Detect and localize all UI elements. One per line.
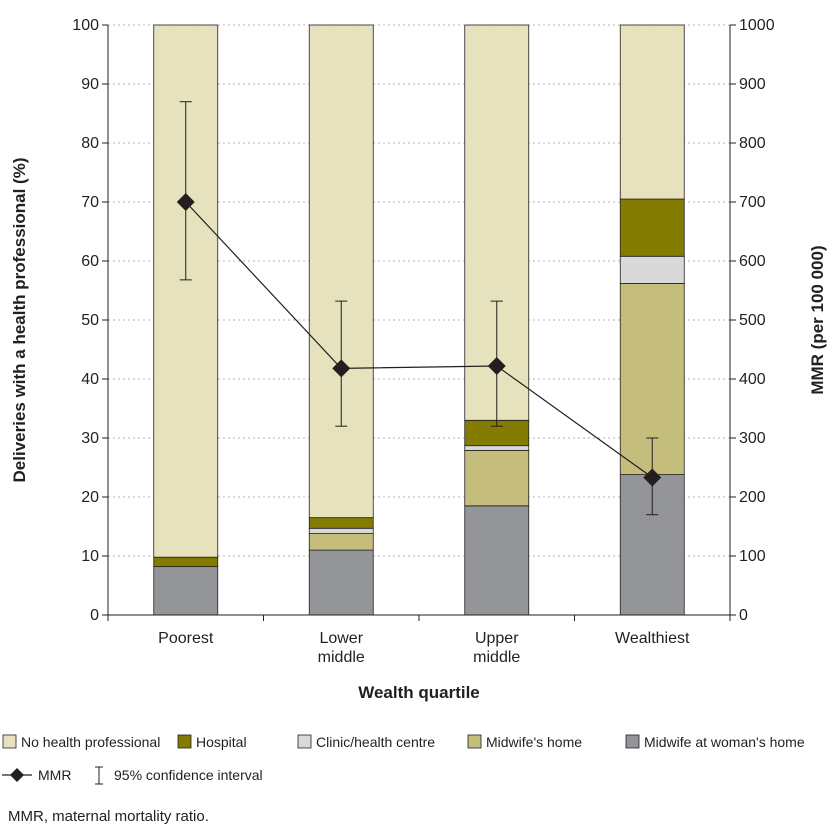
bar-segment bbox=[619, 198, 685, 257]
y2-tick-label: 100 bbox=[739, 548, 766, 565]
bar-segment bbox=[308, 533, 374, 551]
bar-segment bbox=[308, 549, 374, 616]
y2-tick-label: 600 bbox=[739, 253, 766, 270]
mmr-point bbox=[487, 357, 506, 376]
bar-segment bbox=[619, 255, 685, 284]
legend-ci-label: 95% confidence interval bbox=[114, 767, 263, 783]
legend-swatch bbox=[177, 734, 192, 749]
bar-segment bbox=[308, 527, 374, 534]
bar-segment bbox=[153, 556, 219, 568]
y-axis-title: Deliveries with a health professional (%… bbox=[10, 158, 29, 483]
x-tick-label: Lower middle bbox=[318, 630, 365, 666]
y-tick-label: 60 bbox=[81, 253, 99, 270]
y-tick-label: 0 bbox=[90, 607, 99, 624]
y-tick-label: 70 bbox=[81, 194, 99, 211]
y-tick-label: 10 bbox=[81, 548, 99, 565]
y-tick-label: 90 bbox=[81, 76, 99, 93]
legend-label: Clinic/health centre bbox=[316, 734, 435, 750]
mmr-point bbox=[643, 468, 662, 487]
y-tick-label: 100 bbox=[72, 17, 99, 34]
y2-tick-label: 200 bbox=[739, 489, 766, 506]
y-tick-label: 40 bbox=[81, 371, 99, 388]
y2-tick-label: 700 bbox=[739, 194, 766, 211]
y2-tick-label: 900 bbox=[739, 76, 766, 93]
y-tick-label: 80 bbox=[81, 135, 99, 152]
y-tick-label: 20 bbox=[81, 489, 99, 506]
x-axis-title: Wealth quartile bbox=[358, 683, 480, 702]
legend-swatch bbox=[2, 734, 17, 749]
y2-tick-label: 0 bbox=[739, 607, 748, 624]
bar-segment bbox=[153, 566, 219, 616]
legend-swatch bbox=[467, 734, 482, 749]
chart: 0102030405060708090100010020030040050060… bbox=[2, 17, 827, 785]
legend-label: No health professional bbox=[21, 734, 160, 750]
mmr-line-path bbox=[185, 201, 653, 479]
y2-tick-label: 300 bbox=[739, 430, 766, 447]
bars bbox=[153, 24, 685, 616]
legend-label: Hospital bbox=[196, 734, 247, 750]
axes: 0102030405060708090100010020030040050060… bbox=[72, 17, 774, 666]
bar-segment bbox=[464, 445, 530, 451]
y2-axis-title: MMR (per 100 000) bbox=[808, 245, 827, 394]
y2-tick-label: 1000 bbox=[739, 17, 775, 34]
y-tick-label: 50 bbox=[81, 312, 99, 329]
bar-segment bbox=[464, 449, 530, 507]
y-tick-label: 30 bbox=[81, 430, 99, 447]
legend-label: Midwife's home bbox=[486, 734, 582, 750]
bar-segment bbox=[619, 24, 685, 200]
mmr-line bbox=[176, 101, 662, 516]
footnote: MMR, maternal mortality ratio. bbox=[8, 808, 209, 825]
grid-lines bbox=[108, 24, 730, 557]
legend: No health professional Hospital Clinic/hea… bbox=[2, 734, 805, 785]
legend-mmr-label: MMR bbox=[38, 767, 71, 783]
x-tick-label: Poorest bbox=[158, 630, 214, 647]
legend-mmr-marker bbox=[10, 768, 24, 782]
legend-label: Midwife at woman's home bbox=[644, 734, 805, 750]
bar-segment bbox=[308, 24, 374, 519]
x-tick-label: Wealthiest bbox=[615, 630, 690, 647]
bar-segment bbox=[153, 24, 219, 558]
x-tick-label: Upper middle bbox=[473, 630, 520, 666]
bar-segment bbox=[308, 517, 374, 529]
y2-tick-label: 500 bbox=[739, 312, 766, 329]
mmr-point bbox=[332, 359, 351, 378]
y2-tick-label: 800 bbox=[739, 135, 766, 152]
bar-segment bbox=[464, 505, 530, 616]
y2-tick-label: 400 bbox=[739, 371, 766, 388]
legend-swatch bbox=[625, 734, 640, 749]
legend-swatch bbox=[297, 734, 312, 749]
mmr-point bbox=[176, 193, 195, 211]
